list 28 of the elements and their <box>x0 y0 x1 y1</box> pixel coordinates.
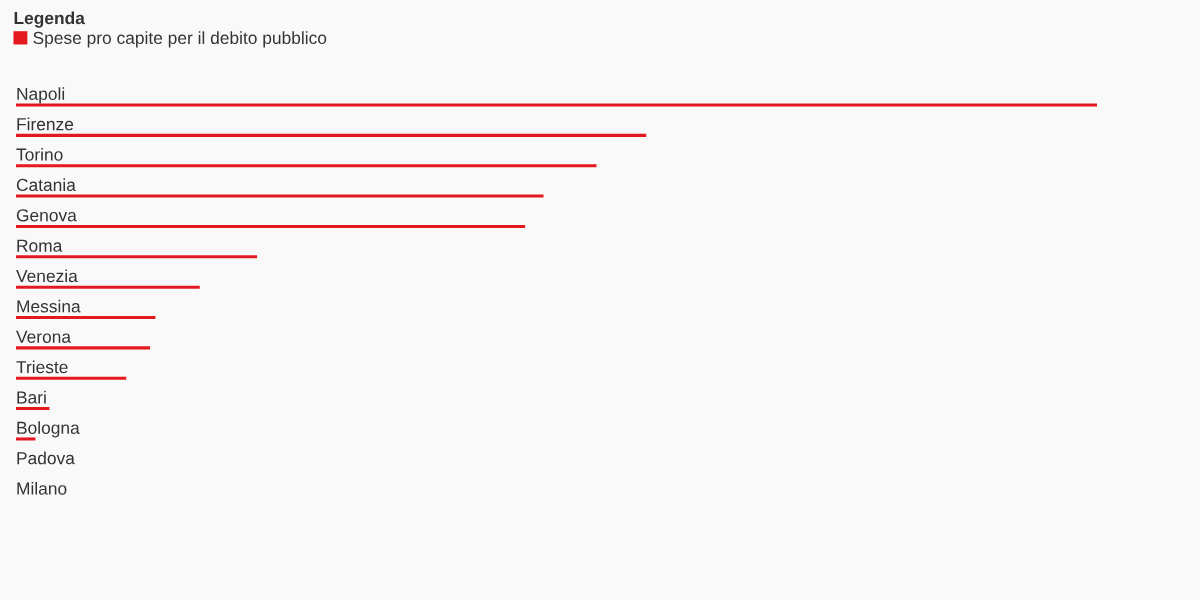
legend-title: Legenda <box>14 11 85 28</box>
y-tick-label: Milano <box>17 481 67 495</box>
bar <box>16 103 1097 107</box>
bar <box>16 376 127 380</box>
y-tick-label: Catania <box>16 178 76 192</box>
y-tick-label: Padova <box>17 451 75 465</box>
bar <box>16 316 156 320</box>
y-tick-label: Bologna <box>17 421 80 438</box>
y-tick-label: Bari <box>17 390 46 404</box>
bar <box>16 194 544 198</box>
bar <box>16 346 151 350</box>
bar <box>16 224 526 228</box>
bar <box>16 407 50 411</box>
y-tick-label: Genova <box>16 209 77 222</box>
y-tick-label: Roma <box>17 239 63 252</box>
y-tick-label: Torino <box>16 147 63 161</box>
bar <box>16 164 597 168</box>
y-tick-label: Venezia <box>16 269 78 283</box>
bar <box>16 255 258 259</box>
y-tick-label: Napoli <box>17 87 65 104</box>
legend-label: Spese pro capite per il debito pubblico <box>33 31 327 48</box>
bar <box>16 133 647 137</box>
y-tick-label: Messina <box>17 299 81 313</box>
bar <box>16 285 200 289</box>
bar <box>16 437 36 441</box>
y-tick-label: Trieste <box>16 360 68 374</box>
y-tick-label: Verona <box>16 330 72 343</box>
y-tick-label: Firenze <box>17 117 74 131</box>
